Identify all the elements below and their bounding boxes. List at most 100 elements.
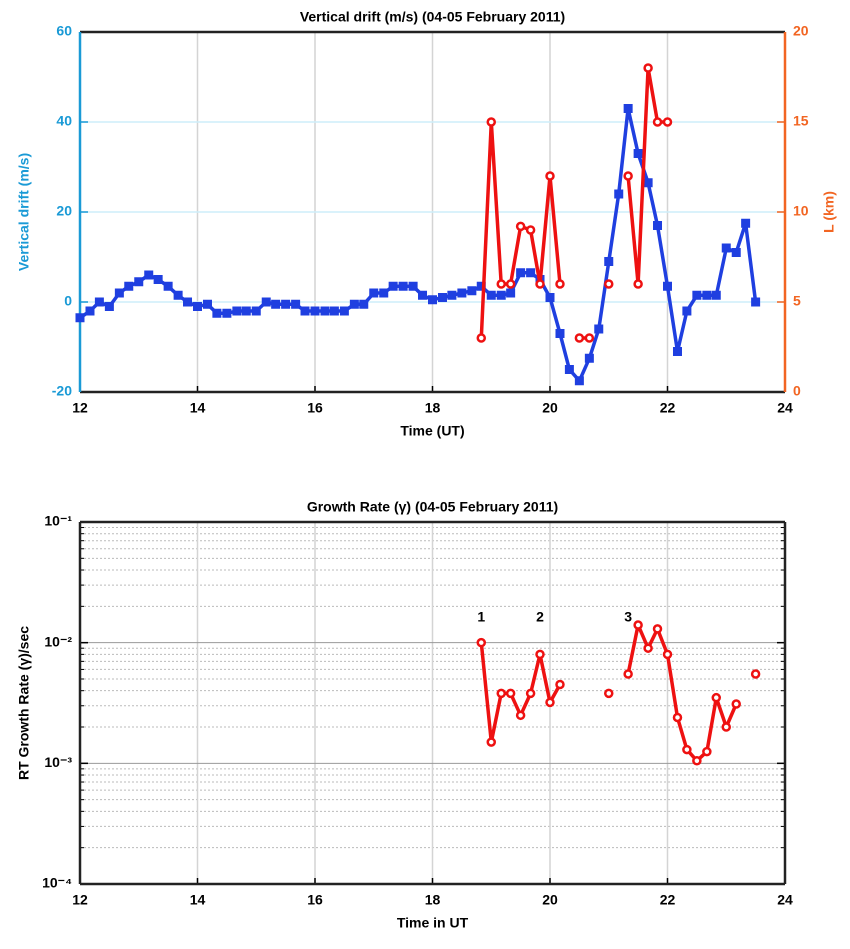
marker <box>604 257 614 266</box>
marker <box>320 306 330 316</box>
marker <box>349 299 359 309</box>
marker <box>476 333 487 343</box>
marker <box>614 189 624 199</box>
marker <box>535 649 545 660</box>
marker <box>662 649 673 660</box>
marker <box>751 297 761 307</box>
chart-title: Growth Rate (γ) (04-05 February 2011) <box>307 499 558 515</box>
marker <box>359 299 369 309</box>
marker <box>212 308 222 318</box>
marker <box>564 365 574 374</box>
marker <box>408 281 418 291</box>
marker <box>623 171 633 181</box>
marker <box>515 710 526 721</box>
y-tick-label: 60 <box>56 23 72 39</box>
marker <box>124 281 134 291</box>
marker <box>144 270 154 280</box>
marker <box>584 333 595 343</box>
marker <box>633 279 643 289</box>
y-tick-label: 20 <box>56 203 72 219</box>
marker <box>291 299 301 309</box>
x-tick-label: 24 <box>777 400 793 416</box>
chart-title: Vertical drift (m/s) (04-05 February 201… <box>300 9 565 25</box>
y-tick-label: -20 <box>52 383 72 399</box>
marker <box>476 281 486 291</box>
marker <box>711 692 722 703</box>
marker <box>505 688 516 699</box>
y-tick-label: 10⁻² <box>44 633 72 649</box>
marker <box>388 281 398 291</box>
marker <box>672 347 682 356</box>
marker <box>594 324 604 334</box>
marker <box>261 297 271 307</box>
x-axis-label: Time (UT) <box>400 423 464 439</box>
marker <box>104 302 114 311</box>
marker <box>584 353 594 363</box>
x-tick-label: 18 <box>425 400 441 416</box>
marker <box>516 268 526 278</box>
marker <box>545 171 555 181</box>
marker <box>526 268 536 278</box>
marker <box>222 308 232 318</box>
x-axis-label: Time in UT <box>397 915 469 931</box>
x-tick-label: 22 <box>660 892 676 908</box>
marker <box>545 697 555 708</box>
marker <box>281 299 291 309</box>
marker <box>643 178 653 188</box>
x-tick-label: 12 <box>72 892 88 908</box>
marker <box>515 221 526 232</box>
marker <box>251 306 261 316</box>
y2-tick-label: 0 <box>793 383 801 399</box>
marker <box>604 688 614 699</box>
annotation: 2 <box>536 609 544 625</box>
marker <box>300 306 310 316</box>
marker <box>369 288 379 298</box>
marker <box>232 306 242 316</box>
marker <box>525 688 536 699</box>
marker <box>486 737 496 747</box>
marker <box>428 295 437 305</box>
marker <box>702 746 712 757</box>
marker <box>467 286 477 296</box>
marker <box>457 288 467 298</box>
marker <box>731 699 741 709</box>
marker <box>633 149 643 158</box>
x-tick-label: 14 <box>190 400 206 416</box>
marker <box>702 290 712 300</box>
annotation: 3 <box>624 609 632 625</box>
marker <box>662 117 673 127</box>
marker <box>241 306 251 316</box>
y-tick-label: 10⁻¹ <box>44 513 72 529</box>
marker <box>310 306 320 316</box>
marker <box>741 218 751 228</box>
marker <box>692 756 702 766</box>
marker <box>663 281 672 291</box>
marker <box>271 299 281 309</box>
marker <box>476 637 487 648</box>
marker <box>418 290 428 300</box>
x-tick-label: 18 <box>425 892 441 908</box>
marker <box>555 279 565 289</box>
marker <box>506 288 516 298</box>
y-tick-label: 10⁻³ <box>44 754 72 770</box>
marker <box>652 624 663 634</box>
marker <box>114 288 124 298</box>
y-tick-label: 0 <box>64 293 72 309</box>
marker <box>202 299 212 309</box>
x-tick-label: 16 <box>307 400 323 416</box>
marker <box>163 281 173 291</box>
marker <box>750 669 761 679</box>
marker <box>643 63 653 73</box>
marker <box>447 290 457 300</box>
marker <box>183 297 193 307</box>
marker <box>398 281 408 291</box>
series-line <box>79 106 758 383</box>
marker <box>486 117 496 127</box>
marker <box>486 290 496 300</box>
marker <box>193 302 202 311</box>
marker <box>682 744 692 755</box>
marker <box>173 290 183 300</box>
annotation: 1 <box>477 609 485 625</box>
marker <box>721 243 731 253</box>
